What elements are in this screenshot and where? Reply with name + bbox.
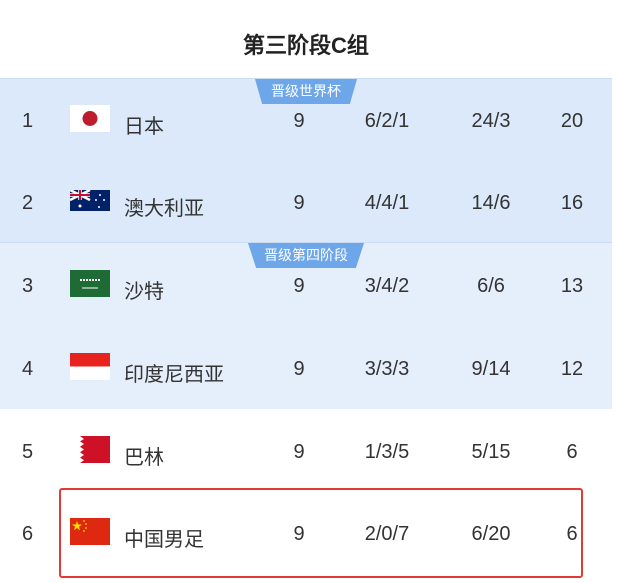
goals: 24/3 bbox=[471, 110, 511, 132]
zone-badge-fourth-stage: 晋级第四阶段 bbox=[248, 243, 364, 268]
australia-flag-icon bbox=[70, 190, 110, 211]
points: 13 bbox=[560, 275, 584, 297]
saudi-arabia-flag-icon bbox=[70, 270, 110, 297]
points: 6 bbox=[566, 523, 578, 545]
win-draw-loss: 1/3/5 bbox=[364, 441, 410, 463]
rank: 1 bbox=[22, 110, 34, 132]
page-title: 第三阶段C组 bbox=[243, 33, 369, 58]
played: 9 bbox=[293, 523, 305, 545]
team-name: 巴林 bbox=[124, 447, 164, 469]
team-name: 日本 bbox=[124, 116, 164, 138]
goals: 5/15 bbox=[471, 441, 511, 463]
rank: 4 bbox=[22, 358, 34, 380]
played: 9 bbox=[293, 110, 305, 132]
win-draw-loss: 2/0/7 bbox=[364, 523, 410, 545]
japan-flag-icon bbox=[70, 105, 110, 132]
points: 20 bbox=[560, 110, 584, 132]
points: 6 bbox=[566, 441, 578, 463]
played: 9 bbox=[293, 275, 305, 297]
table-row[interactable]: 2 澳大利亚 9 4/4/1 14/6 16 bbox=[0, 184, 612, 224]
rank: 5 bbox=[22, 441, 34, 463]
team-name: 中国男足 bbox=[124, 529, 204, 551]
played: 9 bbox=[293, 358, 305, 380]
team-name: 印度尼西亚 bbox=[124, 364, 224, 386]
rank: 6 bbox=[22, 523, 34, 545]
win-draw-loss: 3/4/2 bbox=[364, 275, 410, 297]
rank: 2 bbox=[22, 192, 34, 214]
goals: 6/6 bbox=[477, 275, 505, 297]
win-draw-loss: 6/2/1 bbox=[364, 110, 410, 132]
win-draw-loss: 3/3/3 bbox=[364, 358, 410, 380]
table-row-highlighted[interactable]: 6 中国男足 9 2/0/7 6/20 6 bbox=[0, 515, 612, 555]
highlight-box bbox=[59, 488, 583, 578]
goals: 14/6 bbox=[471, 192, 511, 214]
indonesia-flag-icon bbox=[70, 353, 110, 380]
bahrain-flag-icon bbox=[70, 436, 110, 463]
points: 16 bbox=[560, 192, 584, 214]
table-row[interactable]: 3 沙特 9 3/4/2 6/6 13 bbox=[0, 267, 612, 307]
played: 9 bbox=[293, 192, 305, 214]
zone-badge-world-cup: 晋级世界杯 bbox=[255, 79, 357, 104]
table-row[interactable]: 4 印度尼西亚 9 3/3/3 9/14 12 bbox=[0, 350, 612, 390]
team-name: 澳大利亚 bbox=[124, 198, 204, 220]
zone-fourth-stage: 晋级第四阶段 bbox=[0, 242, 612, 409]
china-flag-icon bbox=[70, 518, 110, 545]
rank: 3 bbox=[22, 275, 34, 297]
played: 9 bbox=[293, 441, 305, 463]
win-draw-loss: 4/4/1 bbox=[364, 192, 410, 214]
goals: 6/20 bbox=[471, 523, 511, 545]
table-row[interactable]: 5 巴林 9 1/3/5 5/15 6 bbox=[0, 433, 612, 473]
points: 12 bbox=[560, 358, 584, 380]
table-row[interactable]: 1 日本 9 6/2/1 24/3 20 bbox=[0, 102, 612, 142]
goals: 9/14 bbox=[471, 358, 511, 380]
team-name: 沙特 bbox=[124, 281, 164, 303]
